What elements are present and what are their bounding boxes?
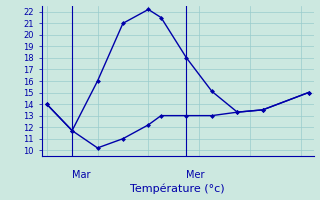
Text: Mer: Mer [187, 170, 205, 180]
Text: Température (°c): Température (°c) [130, 183, 225, 194]
Text: Mar: Mar [72, 170, 91, 180]
